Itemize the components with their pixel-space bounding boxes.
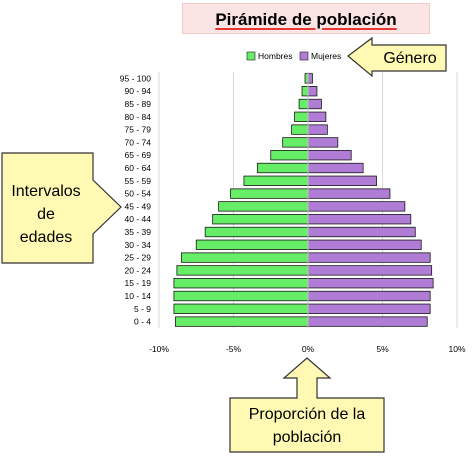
age-label-17: 10 - 14 (125, 291, 152, 301)
bar-hombres-16 (173, 278, 309, 289)
bar-hombres-3 (294, 111, 309, 122)
legend-swatch-0 (246, 51, 256, 61)
bar-hombres-19 (174, 316, 309, 327)
bar-mujeres-19 (307, 316, 428, 327)
bar-hombres-5 (282, 137, 309, 148)
plot-area: 95 - 100 90 - 94 85 - 89 80 - 84 75 - 79 70 -… (120, 51, 466, 354)
bar-mujeres-12 (307, 226, 416, 238)
x-tick-label-0: -10% (149, 344, 169, 354)
bar-mujeres-4 (307, 124, 328, 135)
bar-hombres-14 (180, 252, 309, 263)
age-label-12: 35 - 39 (125, 227, 152, 237)
age-label-14: 25 - 29 (125, 253, 152, 263)
legend-label-0: Hombres (258, 51, 292, 61)
x-tick-label-4: 10% (448, 344, 465, 354)
bar-hombres-8 (243, 175, 309, 186)
age-label-11: 40 - 44 (125, 214, 152, 224)
bar-hombres-9 (230, 188, 309, 199)
bar-mujeres-7 (307, 162, 364, 174)
bar-mujeres-5 (307, 137, 339, 148)
age-label-16: 15 - 19 (125, 278, 152, 288)
bar-hombres-7 (256, 162, 309, 174)
x-tick-label-2: 0% (302, 344, 315, 354)
bar-hombres-1 (301, 86, 309, 97)
population-proportion-callout-arrow (229, 357, 385, 453)
bar-mujeres-18 (307, 303, 431, 314)
bar-hombres-13 (195, 239, 309, 250)
bar-hombres-18 (173, 303, 309, 314)
population-proportion-line-2: población (272, 429, 342, 446)
bar-mujeres-13 (307, 239, 422, 250)
age-label-15: 20 - 24 (125, 265, 152, 275)
bar-mujeres-1 (307, 86, 318, 97)
age-label-3: 80 - 84 (125, 112, 152, 122)
age-label-4: 75 - 79 (125, 125, 152, 135)
bar-mujeres-11 (307, 214, 412, 225)
age-label-9: 50 - 54 (125, 189, 152, 199)
bar-mujeres-2 (307, 98, 322, 110)
legend-label-1: Mujeres (311, 51, 341, 61)
legend-swatch-1 (299, 51, 309, 61)
age-intervals-line-2: de (37, 206, 55, 223)
bar-hombres-11 (212, 214, 309, 225)
age-label-10: 45 - 49 (125, 201, 152, 211)
x-tick-label-3: 5% (376, 344, 389, 354)
bar-hombres-12 (204, 226, 309, 238)
bar-hombres-2 (298, 98, 309, 110)
age-label-7: 60 - 64 (125, 163, 152, 173)
bar-mujeres-14 (307, 252, 431, 263)
bar-mujeres-8 (307, 175, 377, 186)
bar-mujeres-9 (307, 188, 391, 199)
gender-callout-arrow (347, 36, 447, 78)
age-label-6: 65 - 69 (125, 150, 152, 160)
bar-hombres-10 (218, 201, 309, 212)
age-label-1: 90 - 94 (125, 86, 152, 96)
bar-hombres-17 (173, 290, 309, 302)
age-label-18: 5 - 9 (134, 304, 151, 314)
bar-mujeres-3 (307, 111, 327, 122)
bar-hombres-6 (270, 150, 309, 161)
age-label-13: 30 - 34 (125, 240, 152, 250)
bar-mujeres-6 (307, 150, 352, 161)
age-intervals-callout-arrow (1, 152, 122, 264)
population-proportion-line-1: Proporción de la (248, 406, 366, 423)
age-label-8: 55 - 59 (125, 176, 152, 186)
x-tick-label-1: -5% (226, 344, 242, 354)
bar-mujeres-10 (307, 201, 406, 212)
bar-mujeres-16 (307, 278, 434, 289)
gender-callout-text: Género (383, 50, 437, 67)
age-label-0: 95 - 100 (120, 73, 151, 83)
age-label-5: 70 - 74 (125, 137, 152, 147)
bar-mujeres-17 (307, 290, 431, 302)
bar-mujeres-0 (307, 73, 313, 84)
bar-hombres-4 (291, 124, 309, 135)
age-intervals-line-3: edades (19, 229, 73, 246)
population-proportion-callout-text: Proporción de la población (230, 403, 384, 449)
bar-mujeres-15 (307, 265, 433, 276)
age-label-2: 85 - 89 (125, 99, 152, 109)
age-label-19: 0 - 4 (134, 317, 151, 327)
age-intervals-callout-text: Intervalos de edades (2, 180, 90, 249)
age-intervals-line-1: Intervalos (11, 183, 81, 200)
chart-title-box: Pirámide de población (182, 3, 430, 34)
chart-title: Pirámide de población (215, 10, 397, 29)
bar-hombres-15 (176, 265, 309, 276)
